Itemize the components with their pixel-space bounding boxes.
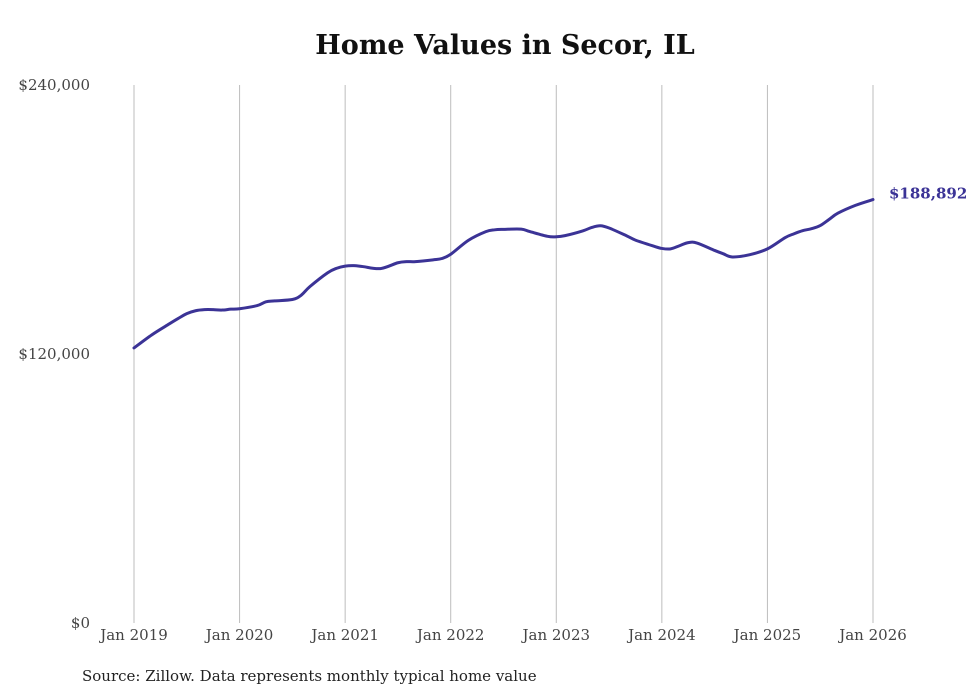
x-axis-ticks: Jan 2019 Jan 2020 Jan 2021 Jan 2022 Jan 2023… <box>98 626 907 644</box>
end-value-label: $188,892 <box>889 185 967 203</box>
y-tick-label: $120,000 <box>18 345 90 363</box>
gridlines <box>133 85 874 623</box>
x-tick-label: Jan 2021 <box>309 626 379 644</box>
y-tick-label: $240,000 <box>18 76 90 94</box>
source-note: Source: Zillow. Data represents monthly … <box>82 667 537 685</box>
x-tick-label: Jan 2025 <box>732 626 802 644</box>
chart-title: Home Values in Secor, IL <box>315 30 695 61</box>
y-axis-ticks: $0 $120,000 $240,000 <box>18 76 90 632</box>
x-tick-label: Jan 2026 <box>837 626 907 644</box>
x-tick-label: Jan 2023 <box>521 626 591 644</box>
y-tick-label: $0 <box>71 614 90 632</box>
x-tick-label: Jan 2019 <box>98 626 168 644</box>
series-line-home-value <box>132 198 875 350</box>
x-tick-label: Jan 2022 <box>415 626 485 644</box>
x-tick-label: Jan 2024 <box>626 626 696 644</box>
x-tick-label: Jan 2020 <box>204 626 274 644</box>
